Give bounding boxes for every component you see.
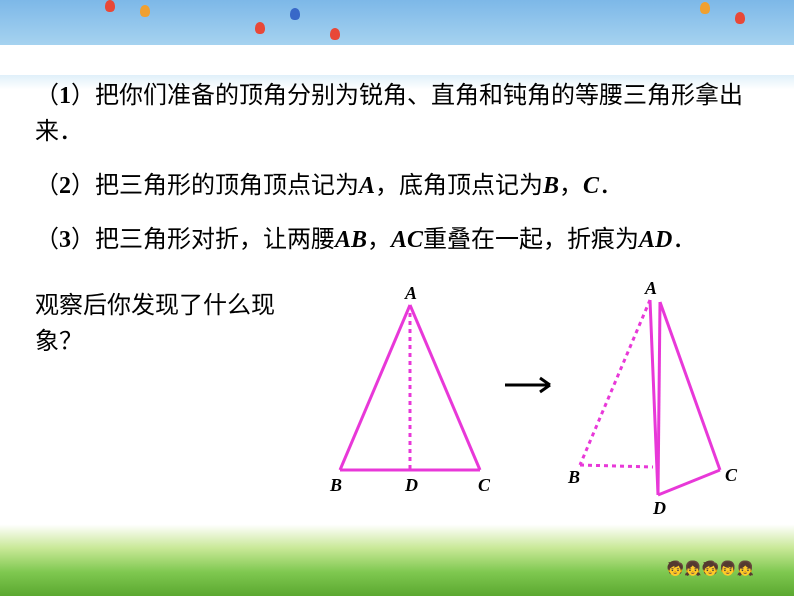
var-C: C <box>583 173 599 199</box>
paren-open: （ <box>35 83 59 109</box>
var-AC: AC <box>391 227 423 253</box>
balloon-icon <box>105 0 115 12</box>
var-AB: AB <box>335 227 367 253</box>
item-number-2: 2 <box>59 173 71 199</box>
var-B: B <box>543 173 559 199</box>
p3-text-b: ， <box>367 227 391 253</box>
question-text: 观察后你发现了什么现象？ <box>35 288 305 360</box>
balloon-icon <box>735 12 745 24</box>
var-A: A <box>359 173 375 199</box>
p2-text-d: ． <box>599 173 623 199</box>
p3-text-c: 重叠在一起，折痕为 <box>423 227 639 253</box>
vertex-label-A: A <box>645 278 657 299</box>
balloon-icon <box>290 8 300 20</box>
paren-open: （ <box>35 227 59 253</box>
vertex-label-B: B <box>568 467 580 488</box>
balloon-icon <box>330 28 340 40</box>
triangle-diagram: ABDCABDC <box>300 290 770 520</box>
vertex-label-D: D <box>405 475 418 496</box>
var-AD: AD <box>639 227 672 253</box>
p2-text-a: ）把三角形的顶角顶点记为 <box>71 173 359 199</box>
footer-decoration: 🧒👧🧒👦👧 <box>667 561 754 578</box>
balloon-icon <box>700 2 710 14</box>
balloon-icon <box>140 5 150 17</box>
vertex-label-B: B <box>330 475 342 496</box>
vertex-label-C: C <box>725 465 737 486</box>
balloon-icon <box>255 22 265 34</box>
paragraph-1: （1）把你们准备的顶角分别为锐角、直角和钝角的等腰三角形拿出来． <box>35 78 759 150</box>
p3-text-d: ． <box>672 227 696 253</box>
paragraph-2: （2）把三角形的顶角顶点记为A，底角顶点记为B，C． <box>35 168 759 204</box>
p2-text-b: ，底角顶点记为 <box>375 173 543 199</box>
vertex-label-C: C <box>478 475 490 496</box>
p3-text-a: ）把三角形对折，让两腰 <box>71 227 335 253</box>
paragraph-3: （3）把三角形对折，让两腰AB，AC重叠在一起，折痕为AD． <box>35 222 759 258</box>
vertex-label-A: A <box>405 283 417 304</box>
triangle-svg <box>300 290 770 520</box>
sky-white-band <box>0 45 794 75</box>
vertex-label-D: D <box>653 498 666 519</box>
p1-text: ）把你们准备的顶角分别为锐角、直角和钝角的等腰三角形拿出来． <box>35 83 743 145</box>
item-number-3: 3 <box>59 227 71 253</box>
p2-text-c: ， <box>559 173 583 199</box>
paren-open: （ <box>35 173 59 199</box>
item-number-1: 1 <box>59 83 71 109</box>
